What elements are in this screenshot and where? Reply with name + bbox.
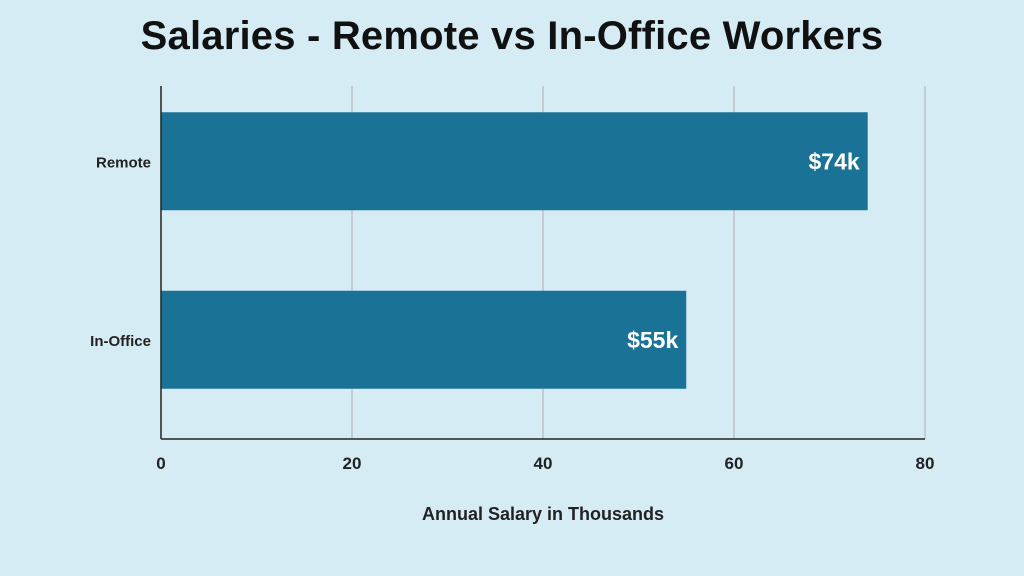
x-tick-label: 80 <box>916 454 935 473</box>
y-category-label: Remote <box>96 154 151 171</box>
bars <box>161 112 868 389</box>
y-category-label: In-Office <box>90 333 151 350</box>
x-axis-title: Annual Salary in Thousands <box>422 504 664 524</box>
bar-in-office <box>161 290 687 389</box>
x-tick-label: 60 <box>725 454 744 473</box>
axes <box>160 86 925 440</box>
chart-title: Salaries - Remote vs In-Office Workers <box>140 14 884 58</box>
bar-data-label: $55k <box>627 327 678 353</box>
bar-remote <box>161 112 868 211</box>
x-tick-label: 0 <box>156 454 165 473</box>
x-tick-label: 40 <box>534 454 553 473</box>
labels: 0 20 40 60 80 Remote $74k In-Office $55k <box>90 148 934 473</box>
bar-data-label: $74k <box>809 148 860 174</box>
x-tick-label: 20 <box>343 454 362 473</box>
